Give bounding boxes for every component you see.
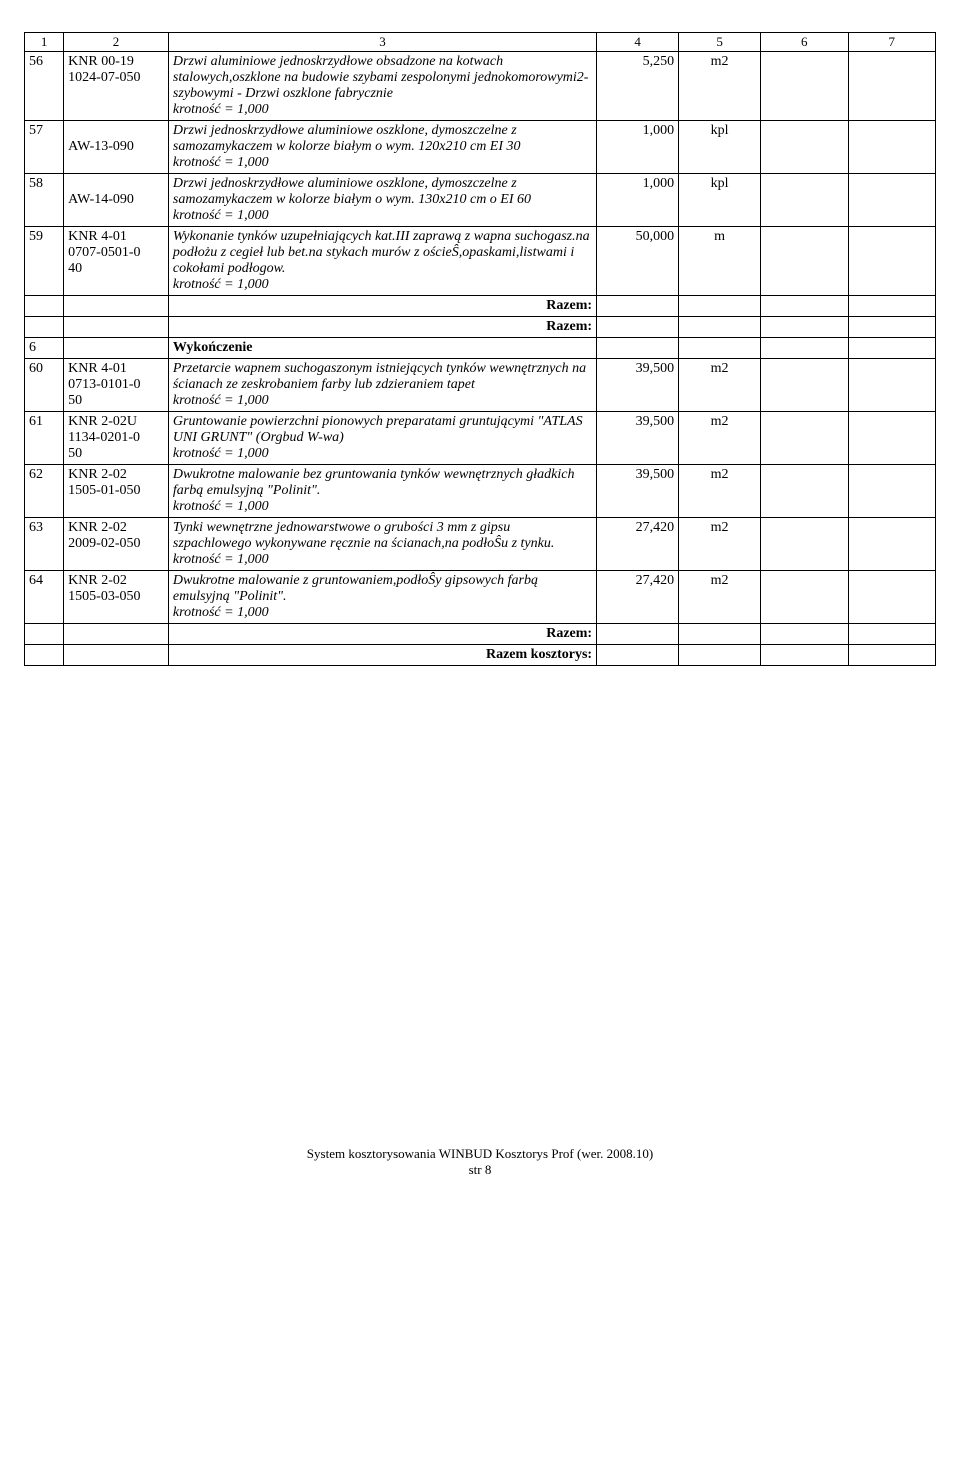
- header-col-5: 5: [679, 33, 761, 52]
- row-description: Tynki wewnętrzne jednowarstwowe o gruboś…: [168, 518, 596, 571]
- row-quantity: 5,250: [597, 52, 679, 121]
- table-row: 57AW-13-090Drzwi jednoskrzydłowe alumini…: [25, 121, 936, 174]
- header-col-6: 6: [761, 33, 848, 52]
- table-row: 62KNR 2-021505-01-050Dwukrotne malowanie…: [25, 465, 936, 518]
- row-col7: [848, 412, 935, 465]
- row-col6: [761, 571, 848, 624]
- row-quantity: 27,420: [597, 571, 679, 624]
- row-col6: [761, 412, 848, 465]
- cost-estimate-table: 123456756KNR 00-191024-07-050Drzwi alumi…: [24, 32, 936, 666]
- header-col-3: 3: [168, 33, 596, 52]
- row-code: KNR 4-010707-0501-040: [64, 227, 169, 296]
- row-number: 64: [25, 571, 64, 624]
- section-code: [64, 338, 169, 359]
- row-col6: [761, 121, 848, 174]
- header-col-1: 1: [25, 33, 64, 52]
- row-number: 57: [25, 121, 64, 174]
- table-row: 64KNR 2-021505-03-050Dwukrotne malowanie…: [25, 571, 936, 624]
- row-number: 61: [25, 412, 64, 465]
- row-unit: m: [679, 227, 761, 296]
- table-row: 58AW-14-090Drzwi jednoskrzydłowe alumini…: [25, 174, 936, 227]
- table-row: 6 Wykończenie: [25, 338, 936, 359]
- section-number: 6: [25, 338, 64, 359]
- row-number: 60: [25, 359, 64, 412]
- row-description: Dwukrotne malowanie bez gruntowania tynk…: [168, 465, 596, 518]
- row-description: Drzwi jednoskrzydłowe aluminiowe oszklon…: [168, 174, 596, 227]
- footer-system-text: System kosztorysowania WINBUD Kosztorys …: [307, 1146, 653, 1161]
- row-unit: kpl: [679, 174, 761, 227]
- row-quantity: 27,420: [597, 518, 679, 571]
- row-code: KNR 4-010713-0101-050: [64, 359, 169, 412]
- subtotal-label: Razem:: [168, 317, 596, 338]
- row-code: KNR 2-022009-02-050: [64, 518, 169, 571]
- row-unit: m2: [679, 359, 761, 412]
- row-quantity: 1,000: [597, 174, 679, 227]
- table-row: 60KNR 4-010713-0101-050Przetarcie wapnem…: [25, 359, 936, 412]
- row-number: 62: [25, 465, 64, 518]
- row-col7: [848, 174, 935, 227]
- row-code: AW-14-090: [64, 174, 169, 227]
- table-row: 59KNR 4-010707-0501-040Wykonanie tynków …: [25, 227, 936, 296]
- header-col-2: 2: [64, 33, 169, 52]
- row-number: 58: [25, 174, 64, 227]
- row-unit: m2: [679, 571, 761, 624]
- table-row: 61KNR 2-02U1134-0201-050Gruntowanie powi…: [25, 412, 936, 465]
- table-row: Razem:: [25, 296, 936, 317]
- row-unit: m2: [679, 412, 761, 465]
- row-col7: [848, 52, 935, 121]
- row-col6: [761, 227, 848, 296]
- footer-page-number: str 8: [469, 1162, 492, 1177]
- table-row: 56KNR 00-191024-07-050Drzwi aluminiowe j…: [25, 52, 936, 121]
- header-col-7: 7: [848, 33, 935, 52]
- row-description: Drzwi jednoskrzydłowe aluminiowe oszklon…: [168, 121, 596, 174]
- row-col6: [761, 518, 848, 571]
- row-quantity: 39,500: [597, 412, 679, 465]
- row-description: Dwukrotne malowanie z gruntowaniem,podło…: [168, 571, 596, 624]
- subtotal-label: Razem:: [168, 624, 596, 645]
- row-col6: [761, 52, 848, 121]
- subtotal-label: Razem kosztorys:: [168, 645, 596, 666]
- row-quantity: 1,000: [597, 121, 679, 174]
- row-number: 56: [25, 52, 64, 121]
- table-row: Razem:: [25, 317, 936, 338]
- table-row: Razem:: [25, 624, 936, 645]
- row-col7: [848, 227, 935, 296]
- row-col6: [761, 174, 848, 227]
- row-unit: kpl: [679, 121, 761, 174]
- row-col6: [761, 359, 848, 412]
- row-unit: m2: [679, 52, 761, 121]
- section-title: Wykończenie: [168, 338, 596, 359]
- row-quantity: 39,500: [597, 359, 679, 412]
- row-quantity: 50,000: [597, 227, 679, 296]
- row-unit: m2: [679, 465, 761, 518]
- row-col7: [848, 121, 935, 174]
- table-row: Razem kosztorys:: [25, 645, 936, 666]
- row-code: KNR 2-021505-01-050: [64, 465, 169, 518]
- header-row: 1234567: [25, 33, 936, 52]
- row-unit: m2: [679, 518, 761, 571]
- row-col7: [848, 571, 935, 624]
- table-row: 63KNR 2-022009-02-050Tynki wewnętrzne je…: [25, 518, 936, 571]
- header-col-4: 4: [597, 33, 679, 52]
- row-description: Gruntowanie powierzchni pionowych prepar…: [168, 412, 596, 465]
- row-col6: [761, 465, 848, 518]
- row-code: KNR 2-02U1134-0201-050: [64, 412, 169, 465]
- page-footer: System kosztorysowania WINBUD Kosztorys …: [24, 1146, 936, 1178]
- row-description: Wykonanie tynków uzupełniających kat.III…: [168, 227, 596, 296]
- row-code: AW-13-090: [64, 121, 169, 174]
- row-col7: [848, 518, 935, 571]
- row-description: Drzwi aluminiowe jednoskrzydłowe obsadzo…: [168, 52, 596, 121]
- row-code: KNR 00-191024-07-050: [64, 52, 169, 121]
- row-number: 63: [25, 518, 64, 571]
- row-code: KNR 2-021505-03-050: [64, 571, 169, 624]
- subtotal-label: Razem:: [168, 296, 596, 317]
- row-quantity: 39,500: [597, 465, 679, 518]
- row-col7: [848, 465, 935, 518]
- row-col7: [848, 359, 935, 412]
- row-number: 59: [25, 227, 64, 296]
- row-description: Przetarcie wapnem suchogaszonym istnieją…: [168, 359, 596, 412]
